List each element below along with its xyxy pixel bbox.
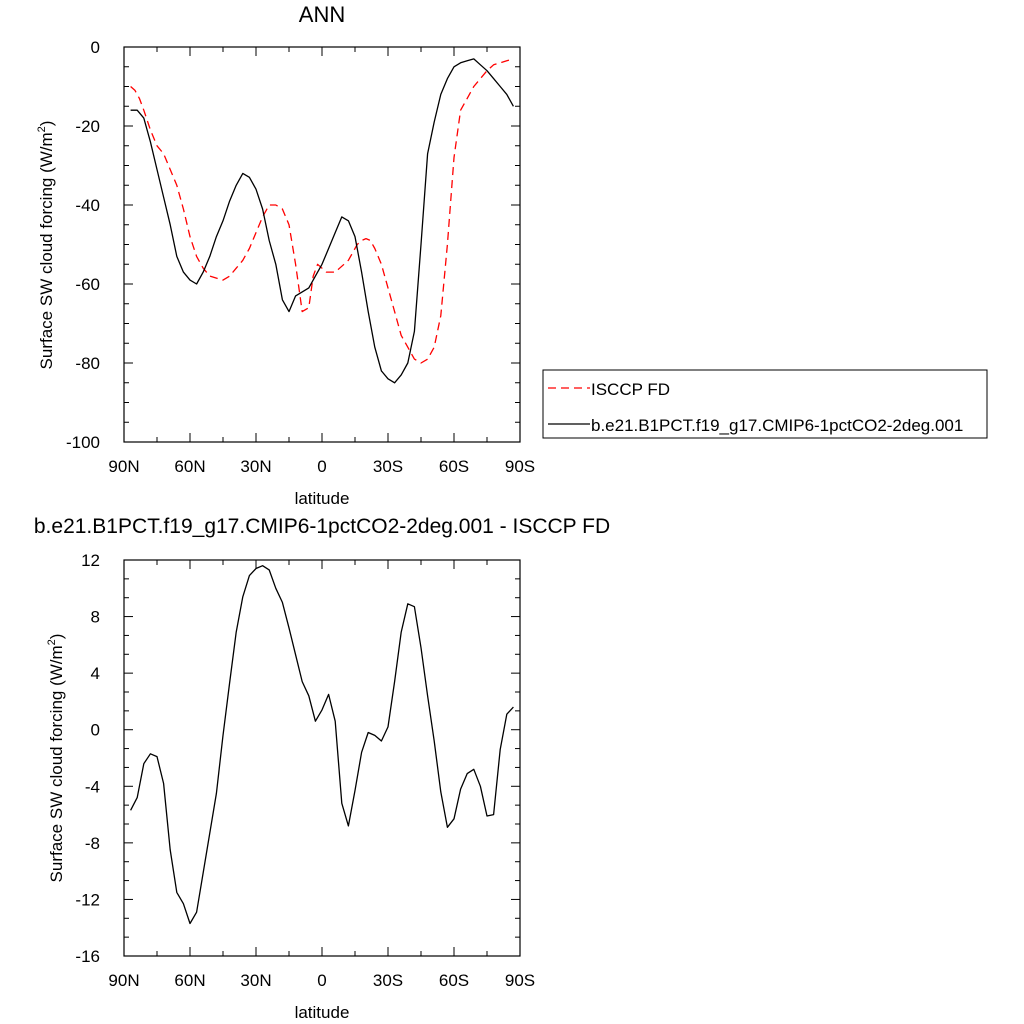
x-tick-label: 30N xyxy=(240,971,271,990)
top-plot-frame xyxy=(123,46,521,443)
bottom-series-lines xyxy=(130,565,514,925)
x-tick-label: 0 xyxy=(317,457,326,476)
bottom-x-tick-labels: 90N 60N 30N 0 30S 60S 90S xyxy=(108,971,535,990)
top-x-tick-labels: 90N 60N 30N 0 30S 60S 90S xyxy=(108,457,535,476)
legend: ISCCP FD b.e21.B1PCT.f19_g17.CMIP6-1pctC… xyxy=(542,369,988,439)
top-axis-ticks xyxy=(123,46,521,443)
top-panel: ANN 90N 60N 30N 0 30S 60S 90S 0 -20 -40 -60 -80 -10… xyxy=(36,2,988,508)
bottom-x-axis-label: latitude xyxy=(295,1003,350,1022)
y-tick-label: -20 xyxy=(75,117,100,136)
top-y-tick-labels: 0 -20 -40 -60 -80 -100 xyxy=(66,38,100,452)
x-tick-label: 60N xyxy=(174,457,205,476)
y-tick-label: -80 xyxy=(75,354,100,373)
bottom-chart-title: b.e21.B1PCT.f19_g17.CMIP6-1pctCO2-2deg.0… xyxy=(34,515,610,538)
x-tick-label: 60S xyxy=(439,971,469,990)
y-tick-label: -12 xyxy=(75,890,100,909)
legend-label-isccp-fd: ISCCP FD xyxy=(591,380,670,399)
y-tick-label: 0 xyxy=(91,721,100,740)
x-tick-label: 60N xyxy=(174,971,205,990)
x-tick-label: 30N xyxy=(240,457,271,476)
top-y-axis-label: Surface SW cloud forcing (W/m2) xyxy=(36,121,56,370)
x-tick-label: 60S xyxy=(439,457,469,476)
y-tick-label: 12 xyxy=(81,551,100,570)
x-tick-label: 90N xyxy=(108,457,139,476)
legend-label-model: b.e21.B1PCT.f19_g17.CMIP6-1pctCO2-2deg.0… xyxy=(591,416,963,435)
bottom-y-tick-labels: 12 8 4 0 -4 -8 -12 -16 xyxy=(75,551,100,966)
x-tick-label: 90S xyxy=(505,457,535,476)
bottom-axis-ticks xyxy=(123,559,521,957)
y-tick-label: -16 xyxy=(75,947,100,966)
y-tick-label: 0 xyxy=(91,38,100,57)
y-tick-label: -40 xyxy=(75,196,100,215)
top-x-axis-label: latitude xyxy=(295,489,350,508)
legend-box xyxy=(542,369,988,439)
series-line-isccp-fd xyxy=(130,58,514,364)
y-tick-label: 4 xyxy=(91,664,100,683)
series-line-model xyxy=(130,58,514,384)
top-series-lines xyxy=(130,58,514,384)
x-tick-label: 90S xyxy=(505,971,535,990)
x-tick-label: 0 xyxy=(317,971,326,990)
x-tick-label: 30S xyxy=(373,457,403,476)
bottom-y-axis-label: Surface SW cloud forcing (W/m2) xyxy=(46,634,66,883)
y-tick-label: -4 xyxy=(85,777,100,796)
y-tick-label: 8 xyxy=(91,608,100,627)
y-tick-label: -60 xyxy=(75,275,100,294)
y-tick-label: -100 xyxy=(66,433,100,452)
bottom-plot-frame xyxy=(123,559,521,957)
series-line-model xyxy=(130,565,514,925)
y-tick-label: -8 xyxy=(85,834,100,853)
top-chart-title: ANN xyxy=(299,2,345,27)
x-tick-label: 90N xyxy=(108,971,139,990)
bottom-panel: b.e21.B1PCT.f19_g17.CMIP6-1pctCO2-2deg.0… xyxy=(34,515,610,1022)
x-tick-label: 30S xyxy=(373,971,403,990)
